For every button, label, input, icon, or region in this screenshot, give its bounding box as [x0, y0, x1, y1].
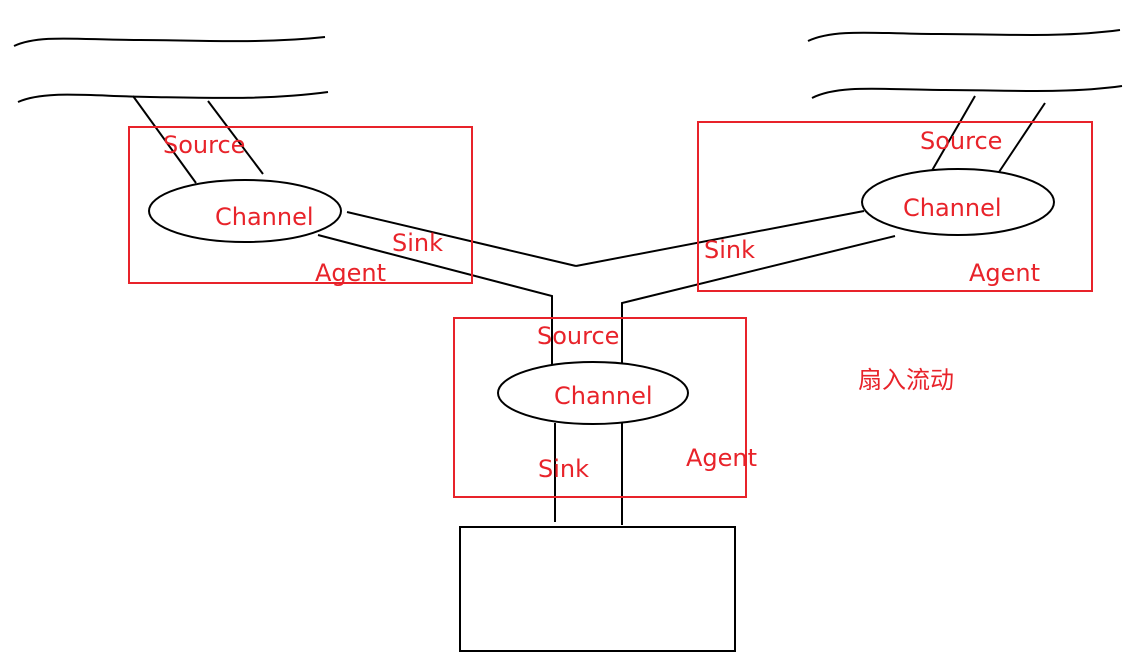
left-channel-label: Channel — [215, 203, 314, 231]
left-channel-ellipse — [148, 179, 342, 243]
left-source-label: Source — [163, 131, 246, 159]
fan-in-caption: 扇入流动 — [858, 366, 954, 394]
right-sink-line-upper — [575, 210, 865, 267]
data-source-wave-right-top — [807, 29, 1121, 42]
right-channel-ellipse — [861, 168, 1055, 236]
data-source-wave-left-bottom — [17, 91, 329, 103]
right-sink-line-lower — [621, 235, 896, 366]
center-sink-label: Sink — [538, 455, 590, 483]
data-source-wave-left-top — [13, 36, 326, 47]
data-source-wave-right-bottom — [811, 85, 1123, 99]
center-agent-label: Agent — [686, 444, 758, 472]
center-source-label: Source — [537, 322, 620, 350]
storage-box — [459, 526, 736, 652]
right-channel-label: Channel — [903, 194, 1002, 222]
right-agent-label: Agent — [969, 259, 1041, 287]
left-agent-box — [128, 126, 473, 284]
right-source-label: Source — [920, 127, 1003, 155]
left-source-line-2 — [207, 100, 264, 175]
left-agent-label: Agent — [315, 259, 387, 287]
center-channel-ellipse — [497, 361, 689, 425]
left-sink-label: Sink — [392, 229, 444, 257]
center-channel-label: Channel — [554, 382, 653, 410]
right-source-line-2 — [998, 102, 1046, 173]
left-sink-line-lower — [317, 234, 553, 366]
left-source-line-1 — [132, 95, 197, 184]
left-sink-line-upper — [346, 211, 577, 267]
center-agent-box — [453, 317, 747, 498]
right-agent-box — [697, 121, 1093, 292]
right-sink-label: Sink — [704, 236, 756, 264]
right-source-line-1 — [929, 95, 976, 175]
